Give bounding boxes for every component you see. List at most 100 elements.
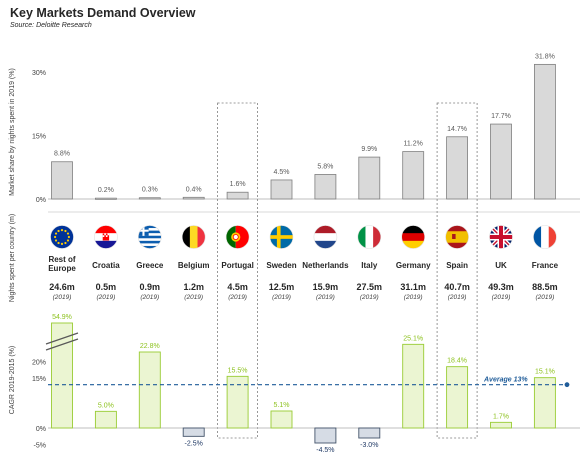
- share-bar: [270, 179, 293, 200]
- cagr-data-label: 25.1%: [403, 335, 423, 342]
- portugal-flag-icon: [225, 225, 250, 249]
- flag-rim: [94, 225, 118, 249]
- country-name: Belgium: [178, 261, 210, 270]
- italy-flag-icon: [357, 225, 382, 249]
- country-name: UK: [495, 261, 507, 270]
- flag-stripe: [313, 233, 337, 242]
- flag-body: [445, 225, 469, 249]
- flag-star: [57, 241, 60, 245]
- highlight-box: [217, 102, 259, 439]
- flag-rim: [401, 225, 426, 249]
- nights-year: (2019): [448, 294, 467, 301]
- nights-year: (2019): [360, 294, 379, 301]
- average-label: Average 13%: [483, 377, 528, 384]
- share-data-label: 0.3%: [142, 187, 158, 194]
- cagr-data-label: 15.1%: [535, 369, 555, 376]
- flag-rim: [489, 225, 513, 249]
- cagr-bar: [533, 377, 556, 429]
- source-note: Source: Deloitte Research: [10, 22, 92, 29]
- share-data-label: 4.5%: [274, 169, 290, 176]
- cagr-data-label: 5.1%: [274, 402, 290, 409]
- flag-stripe: [138, 233, 162, 237]
- flag-stripe: [373, 225, 381, 249]
- nights-value: 0.5m: [96, 282, 117, 292]
- flag-stripe: [541, 225, 550, 249]
- nights-value: 27.5m: [357, 282, 383, 292]
- flag-body: [357, 225, 381, 249]
- germany-flag-icon: [401, 225, 426, 249]
- share-bar: [490, 123, 512, 200]
- share-tick-label: 0%: [36, 197, 46, 204]
- nights-value: 40.7m: [444, 282, 470, 292]
- share-bar: [358, 156, 381, 200]
- cagr-bar: [402, 343, 425, 429]
- share-data-label: 14.7%: [447, 126, 467, 133]
- nights-year: (2019): [228, 294, 247, 301]
- cagr-data-label: 22.8%: [140, 343, 160, 350]
- flag-stripe: [138, 225, 162, 229]
- country-name: Portugal: [221, 261, 253, 270]
- country-name: Greece: [136, 261, 164, 270]
- flag-shield-check: [105, 235, 108, 237]
- axis-break-mark: [45, 332, 79, 345]
- flag-shield-check: [104, 233, 106, 236]
- country-name: Spain: [446, 261, 468, 270]
- flag-stripe: [138, 238, 162, 242]
- country-name: Netherlands: [302, 261, 349, 270]
- nights-value: 31.1m: [400, 282, 426, 292]
- flag-body: [50, 225, 74, 249]
- cagr-data-label: -2.5%: [185, 440, 203, 447]
- cagr-data-label: 15.5%: [228, 367, 248, 374]
- flag-star: [60, 229, 64, 232]
- cagr-bar: [182, 427, 205, 437]
- flag-star: [57, 229, 60, 233]
- flag-stripe: [235, 225, 250, 249]
- country-name: Croatia: [92, 261, 120, 270]
- share-bar: [51, 161, 73, 200]
- nights-year: (2019): [404, 294, 423, 301]
- share-bar: [314, 174, 337, 200]
- flag-body: [489, 225, 513, 249]
- share-bar: [138, 197, 161, 200]
- flag-body: [313, 225, 337, 249]
- flag-star: [67, 235, 70, 239]
- uk-flag-icon: [489, 225, 513, 249]
- nights-year: (2019): [184, 294, 203, 301]
- country-name: Germany: [396, 261, 431, 270]
- flag-shield: [102, 233, 110, 241]
- nights-value: 24.6m: [49, 282, 75, 292]
- cagr-bar: [51, 322, 73, 429]
- nights-value: 4.5m: [227, 282, 248, 292]
- flag-stripe: [226, 225, 236, 249]
- flag-field: [50, 225, 74, 249]
- flag-stripe: [401, 240, 425, 249]
- flag-stripe: [445, 231, 469, 243]
- flag-stripe: [138, 235, 162, 239]
- cagr-data-label: -4.5%: [316, 447, 334, 454]
- share-data-label: 9.9%: [361, 146, 377, 153]
- cagr-tick-label: -5%: [34, 443, 46, 450]
- flag-stripe: [548, 225, 557, 249]
- cagr-bar: [226, 375, 249, 429]
- flag-stripe: [138, 230, 162, 234]
- share-data-label: 1.6%: [230, 181, 246, 188]
- flag-star: [64, 241, 67, 245]
- average-line-end-dot: [564, 382, 570, 388]
- flag-stripe: [182, 225, 191, 249]
- flag-rim: [181, 225, 206, 249]
- flag-stripe: [189, 225, 199, 249]
- share-axis-title: Market share by nights spent in 2019 (%): [9, 68, 16, 196]
- flag-cross: [489, 235, 513, 239]
- flag-shield-check: [102, 235, 105, 237]
- flag-body: [226, 225, 250, 249]
- country-name: France: [532, 261, 559, 270]
- cagr-bar: [446, 366, 469, 429]
- flag-rim: [138, 225, 162, 249]
- flag-stripe: [138, 243, 162, 247]
- flag-stripe: [138, 240, 162, 244]
- flag-rim: [313, 225, 338, 249]
- nights-year: (2019): [97, 294, 116, 301]
- cagr-bar: [138, 351, 161, 429]
- share-tick-label: 30%: [32, 70, 46, 77]
- flag-body: [138, 225, 162, 249]
